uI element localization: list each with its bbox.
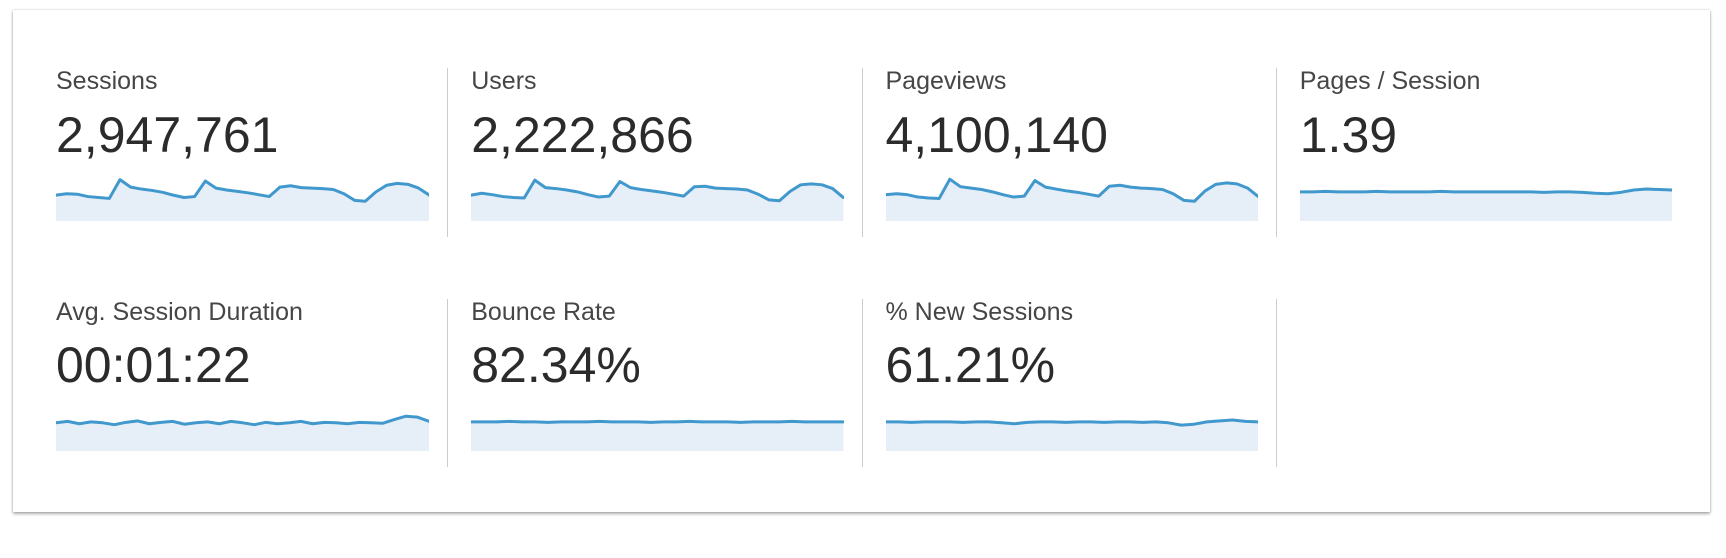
metric-value: 82.34% [471, 337, 641, 393]
metrics-panel: Sessions 2,947,761 Users 2,222,866 Pagev… [13, 10, 1710, 512]
pageviews-sparkline-chart [885, 174, 1258, 221]
metric-value: 00:01:22 [56, 337, 251, 393]
pages-per-session-sparkline-chart [1299, 174, 1672, 221]
metric-card-sessions[interactable]: Sessions 2,947,761 [33, 67, 447, 237]
avg-session-duration-sparkline-chart [56, 404, 430, 451]
bounce-rate-sparkline-chart [471, 404, 844, 451]
metric-card-percent-new-sessions[interactable]: % New Sessions 61.21% [861, 297, 1276, 467]
empty-metric-cell [1275, 298, 1690, 467]
metric-label: Bounce Rate [471, 297, 616, 326]
metric-card-bounce-rate[interactable]: Bounce Rate 82.34% [447, 297, 861, 467]
metrics-row-bottom: Avg. Session Duration 00:01:22 Bounce Ra… [33, 297, 1690, 468]
percent-new-sessions-sparkline-chart [885, 404, 1258, 451]
metric-value: 2,947,761 [56, 106, 279, 163]
metric-value: 1.39 [1299, 106, 1398, 163]
metric-card-pageviews[interactable]: Pageviews 4,100,140 [861, 67, 1276, 237]
sessions-sparkline-chart [56, 174, 430, 221]
metric-label: % New Sessions [885, 297, 1074, 326]
metric-label: Pages / Session [1299, 67, 1481, 95]
metric-card-avg-session-duration[interactable]: Avg. Session Duration 00:01:22 [33, 297, 447, 468]
metric-label: Pageviews [885, 67, 1007, 95]
metric-label: Users [471, 67, 537, 95]
metric-value: 61.21% [885, 337, 1056, 393]
metric-value: 4,100,140 [885, 106, 1108, 163]
metric-card-users[interactable]: Users 2,222,866 [447, 67, 861, 237]
users-sparkline-chart [471, 174, 844, 221]
metrics-row-top: Sessions 2,947,761 Users 2,222,866 Pagev… [33, 67, 1690, 237]
metric-label: Sessions [56, 67, 158, 95]
metric-card-pages-per-session[interactable]: Pages / Session 1.39 [1275, 67, 1690, 237]
metric-label: Avg. Session Duration [56, 297, 303, 326]
metric-value: 2,222,866 [471, 106, 694, 163]
